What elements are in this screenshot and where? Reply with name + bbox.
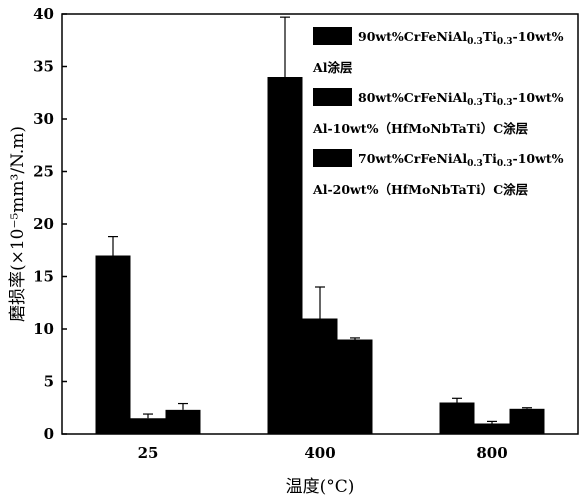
legend-swatch-2 <box>313 88 352 106</box>
legend-label-3-line2: Al-20wt%（HfMoNbTaTi）C涂层 <box>312 182 529 197</box>
error-bars-layer <box>108 16 532 424</box>
x-tick-label-800: 800 <box>476 444 507 462</box>
legend-swatch-1 <box>313 27 352 45</box>
y-tick-label: 5 <box>44 373 54 391</box>
y-tick-label: 0 <box>44 425 54 443</box>
y-tick-label: 30 <box>33 110 54 128</box>
y-axis: 0 5 10 15 20 25 30 35 40 <box>33 5 67 443</box>
y-tick-label: 35 <box>33 58 54 76</box>
bar-s1-400 <box>267 77 303 434</box>
y-tick-label: 40 <box>33 5 54 23</box>
legend-label-1-line2: Al涂层 <box>312 60 353 75</box>
y-tick-label: 15 <box>33 268 54 286</box>
y-axis-title: 磨损率(×10⁻⁵mm³/N.m) <box>8 126 28 322</box>
y-tick-label: 20 <box>33 215 54 233</box>
x-axis: 25 400 800 <box>138 429 508 462</box>
legend: 90wt%CrFeNiAl0.3Ti0.3-10wt% Al涂层 80wt%CrFe… <box>312 27 564 197</box>
x-axis-title: 温度(°C) <box>286 477 355 497</box>
bar-s1-800 <box>439 402 475 434</box>
legend-label-2: 80wt%CrFeNiAl0.3Ti0.3-10wt% <box>358 90 564 108</box>
y-tick-label: 10 <box>33 320 54 338</box>
y-tick-label: 25 <box>33 163 54 181</box>
bars-layer <box>95 77 545 434</box>
legend-label-2-line2: Al-10wt%（HfMoNbTaTi）C涂层 <box>312 121 529 136</box>
legend-label-1: 90wt%CrFeNiAl0.3Ti0.3-10wt% <box>358 29 564 47</box>
legend-label-3: 70wt%CrFeNiAl0.3Ti0.3-10wt% <box>358 151 564 169</box>
bar-s3-400 <box>337 339 373 434</box>
bar-s2-800 <box>474 423 510 434</box>
x-tick-label-25: 25 <box>138 444 159 462</box>
legend-swatch-3 <box>313 149 352 167</box>
bar-s2-25 <box>130 418 166 434</box>
bar-s3-25 <box>165 409 201 434</box>
bar-s1-25 <box>95 255 131 434</box>
bar-s3-800 <box>509 408 545 434</box>
x-tick-label-400: 400 <box>304 444 335 462</box>
bar-s2-400 <box>302 318 338 434</box>
